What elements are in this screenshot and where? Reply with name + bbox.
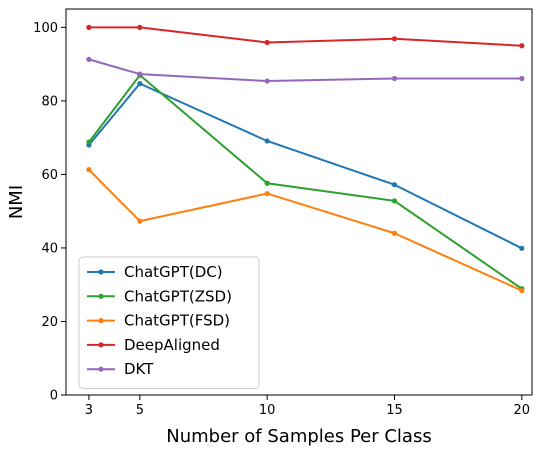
data-point [391, 75, 398, 82]
y-axis-label: NMI [6, 185, 27, 219]
series-line [88, 82, 523, 250]
x-axis-ticks: 3 5 10 15 20 [85, 395, 530, 418]
legend-item: ChatGPT(FSD) [87, 312, 230, 330]
legend-marker [98, 293, 104, 299]
data-point [86, 56, 92, 62]
series-chatgpt-dc [86, 81, 525, 251]
legend-label: ChatGPT(FSD) [124, 312, 230, 330]
legend-marker [98, 366, 104, 372]
data-point [137, 218, 143, 224]
data-point [264, 78, 270, 84]
x-axis-label: Number of Samples Per Class [166, 426, 431, 447]
legend-box [78, 256, 260, 389]
data-point [391, 198, 398, 204]
data-point [86, 24, 92, 30]
data-point [264, 39, 270, 46]
y-tick-label: 20 [41, 315, 58, 330]
data-point [519, 245, 525, 251]
legend-label: ChatGPT(DC) [124, 263, 223, 281]
series-deepaligned [86, 24, 525, 49]
series-line [88, 58, 522, 83]
series-layer [86, 24, 525, 294]
data-point [519, 287, 525, 294]
legend-label: DeepAligned [124, 336, 220, 354]
data-point [86, 139, 92, 145]
legend-item: DKT [87, 360, 154, 378]
data-point [391, 36, 398, 42]
y-tick-label: 100 [33, 21, 58, 36]
legend-item: DeepAligned [87, 336, 220, 354]
series-line [88, 26, 522, 47]
legend-item: ChatGPT(ZSD) [87, 287, 232, 305]
x-tick-label: 5 [136, 403, 144, 418]
data-point [264, 138, 270, 144]
plot-frame [65, 8, 533, 396]
series-dkt [86, 56, 525, 84]
x-tick-label: 15 [386, 403, 403, 418]
x-tick-label: 10 [259, 403, 276, 418]
data-point [137, 24, 143, 30]
x-tick-label: 3 [85, 403, 93, 418]
legend-marker [98, 342, 104, 348]
legend: ChatGPT(DC) ChatGPT(ZSD) ChatGPT(FSD) DeepA… [78, 256, 260, 389]
y-tick-label: 60 [41, 168, 58, 183]
legend-item: ChatGPT(DC) [87, 263, 223, 281]
y-tick-label: 0 [50, 389, 58, 404]
data-point [86, 167, 92, 173]
legend-label: ChatGPT(ZSD) [124, 287, 232, 305]
data-point [391, 230, 398, 236]
data-point [264, 180, 270, 186]
legend-marker [98, 318, 104, 324]
y-tick-label: 40 [41, 241, 58, 256]
data-point [137, 81, 143, 87]
series-chatgpt-fsd [86, 167, 525, 294]
legend-label: DKT [124, 360, 154, 378]
x-tick-label: 20 [514, 403, 531, 418]
data-point [137, 71, 143, 77]
legend-marker [98, 269, 104, 275]
data-point [264, 190, 270, 197]
data-point [519, 43, 525, 49]
data-point [519, 75, 525, 82]
y-axis-ticks: 0 20 40 60 80 100 [33, 21, 66, 404]
y-tick-label: 80 [41, 94, 58, 109]
data-point [391, 182, 398, 188]
